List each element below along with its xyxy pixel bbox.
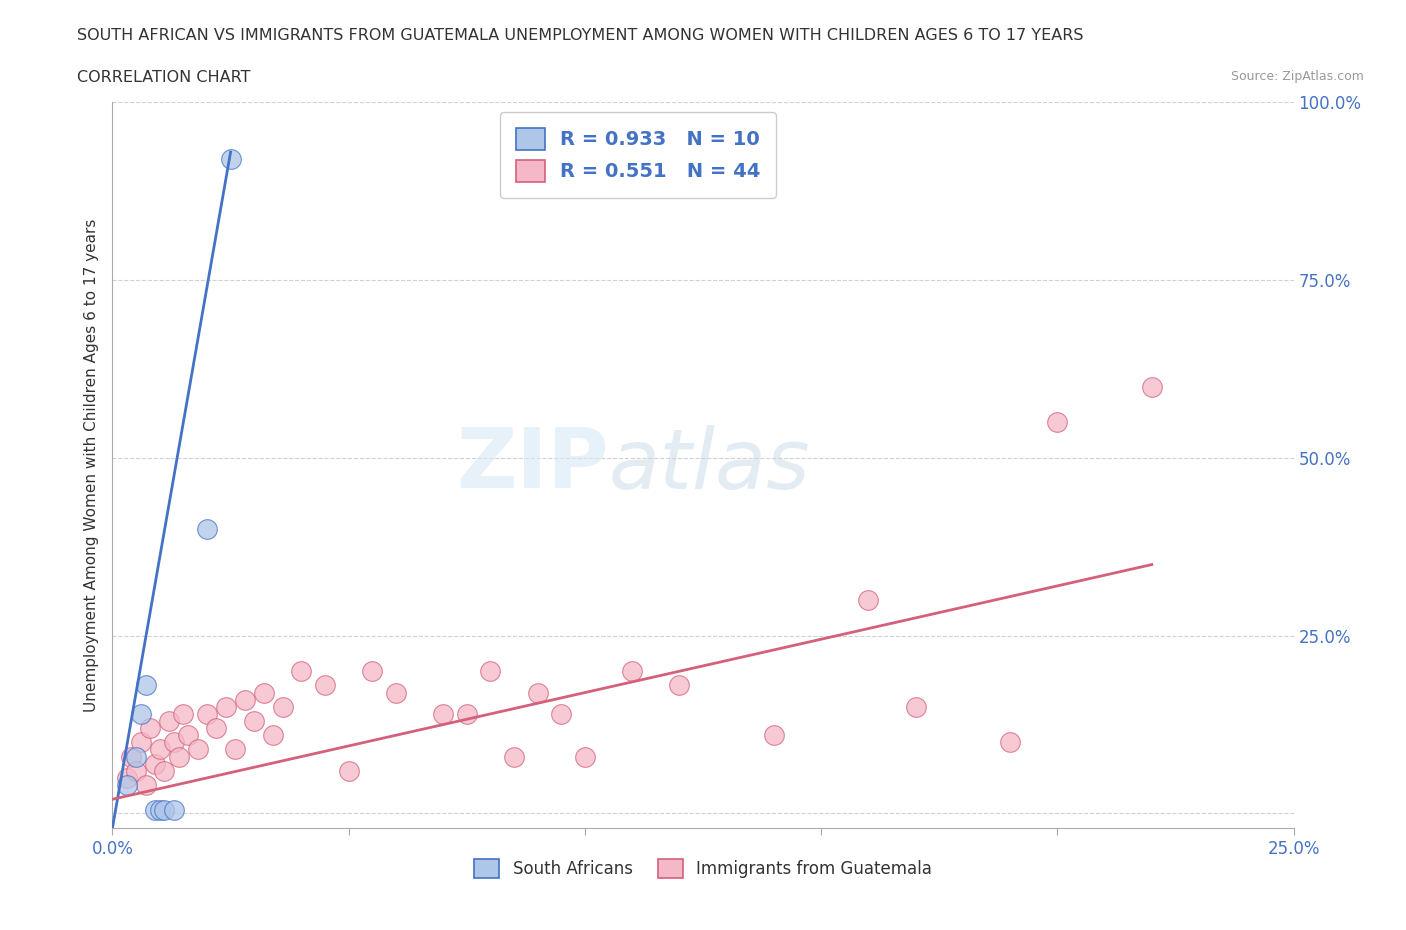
Text: Source: ZipAtlas.com: Source: ZipAtlas.com <box>1230 70 1364 83</box>
Point <box>157 713 180 728</box>
Point <box>503 750 526 764</box>
Point <box>668 678 690 693</box>
Point <box>172 707 194 722</box>
Point <box>243 713 266 728</box>
Legend: South Africans, Immigrants from Guatemala: South Africans, Immigrants from Guatemal… <box>468 852 938 884</box>
Point <box>143 803 166 817</box>
Point <box>163 803 186 817</box>
Point <box>998 735 1021 750</box>
Text: SOUTH AFRICAN VS IMMIGRANTS FROM GUATEMALA UNEMPLOYMENT AMONG WOMEN WITH CHILDRE: SOUTH AFRICAN VS IMMIGRANTS FROM GUATEMA… <box>77 28 1084 43</box>
Point <box>621 664 644 679</box>
Point <box>337 764 360 778</box>
Point <box>314 678 336 693</box>
Y-axis label: Unemployment Among Women with Children Ages 6 to 17 years: Unemployment Among Women with Children A… <box>83 219 98 711</box>
Point <box>195 707 218 722</box>
Point <box>135 678 157 693</box>
Point <box>167 750 190 764</box>
Text: ZIP: ZIP <box>456 424 609 506</box>
Point <box>129 735 152 750</box>
Point <box>456 707 478 722</box>
Point <box>385 685 408 700</box>
Point <box>115 777 138 792</box>
Point <box>205 721 228 736</box>
Point <box>163 735 186 750</box>
Point <box>361 664 384 679</box>
Point <box>233 692 256 707</box>
Point <box>186 742 208 757</box>
Point <box>149 803 172 817</box>
Point <box>219 152 242 166</box>
Point <box>290 664 312 679</box>
Text: atlas: atlas <box>609 424 810 506</box>
Point <box>574 750 596 764</box>
Point <box>149 742 172 757</box>
Point <box>271 699 294 714</box>
Point <box>177 728 200 743</box>
Point <box>224 742 246 757</box>
Point <box>125 764 148 778</box>
Point <box>153 803 176 817</box>
Point <box>125 750 148 764</box>
Point <box>1140 379 1163 394</box>
Point <box>253 685 276 700</box>
Point <box>479 664 502 679</box>
Point <box>432 707 454 722</box>
Point <box>195 522 218 537</box>
Point <box>143 756 166 771</box>
Point <box>153 764 176 778</box>
Point <box>135 777 157 792</box>
Point <box>1046 415 1069 430</box>
Point <box>120 750 142 764</box>
Point <box>550 707 572 722</box>
Point <box>262 728 284 743</box>
Point <box>526 685 548 700</box>
Point <box>129 707 152 722</box>
Point <box>858 592 880 607</box>
Point <box>762 728 785 743</box>
Text: CORRELATION CHART: CORRELATION CHART <box>77 70 250 85</box>
Point <box>215 699 238 714</box>
Point <box>139 721 162 736</box>
Point <box>115 770 138 785</box>
Point <box>904 699 927 714</box>
